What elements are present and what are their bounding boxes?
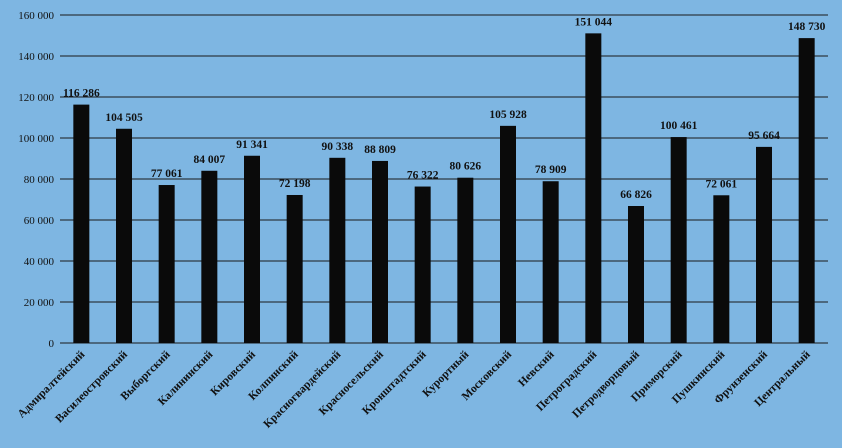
y-tick-label: 120 000 [18, 92, 54, 104]
bar [542, 181, 559, 343]
value-labels: 116 286 104 505 77 061 84 007 91 341 72 198 90… [63, 16, 826, 201]
y-tick-label: 40 000 [24, 256, 55, 268]
y-tick-label: 60 000 [24, 215, 55, 227]
bar [585, 33, 602, 343]
bar [414, 186, 431, 343]
y-tick-label: 160 000 [18, 10, 54, 22]
bar [670, 137, 687, 343]
gridlines [60, 14, 828, 344]
data-label: 104 505 [105, 112, 143, 124]
bar [628, 206, 644, 343]
y-tick-label: 0 [49, 338, 55, 350]
bar [244, 155, 260, 343]
category-labels: АдмиралтейскийВасилеостровскийВыборгский… [16, 348, 813, 430]
data-label: 66 826 [620, 189, 652, 201]
data-label: 80 626 [450, 161, 482, 173]
data-label: 76 322 [407, 170, 439, 182]
data-label: 105 928 [489, 109, 527, 121]
bar [116, 128, 132, 343]
data-label: 72 061 [706, 178, 738, 190]
bar [73, 104, 90, 343]
category-label: Красногвардейский [261, 348, 343, 430]
bar [500, 125, 516, 344]
y-tick-label: 100 000 [18, 133, 54, 145]
bar [201, 170, 218, 343]
data-label: 72 198 [279, 178, 311, 190]
data-label: 151 044 [575, 16, 613, 28]
data-label: 84 007 [194, 154, 226, 166]
bar [286, 194, 303, 343]
y-tick-label: 80 000 [24, 174, 55, 186]
data-label: 77 061 [151, 168, 183, 180]
bar [713, 195, 730, 343]
y-tick-label: 20 000 [24, 297, 55, 309]
category-label: Невский [516, 348, 557, 389]
bars [73, 33, 815, 344]
y-tick-label: 140 000 [18, 51, 54, 63]
data-label: 95 664 [748, 130, 780, 142]
bar [756, 146, 772, 343]
bar [329, 157, 346, 343]
data-label: 88 809 [364, 144, 396, 156]
data-label: 78 909 [535, 164, 567, 176]
data-label: 116 286 [63, 88, 100, 100]
category-label: Василеостровский [53, 348, 130, 425]
data-label: 148 730 [788, 21, 826, 33]
data-label: 91 341 [236, 139, 268, 151]
bar [798, 38, 815, 343]
bar [457, 177, 474, 343]
y-axis-tick-labels: 0 20 000 40 000 60 000 80 000 100 000 120 000 1… [18, 10, 54, 350]
bar [158, 185, 175, 343]
bar [372, 160, 388, 343]
data-label: 90 338 [322, 141, 354, 153]
data-label: 100 461 [660, 120, 698, 132]
